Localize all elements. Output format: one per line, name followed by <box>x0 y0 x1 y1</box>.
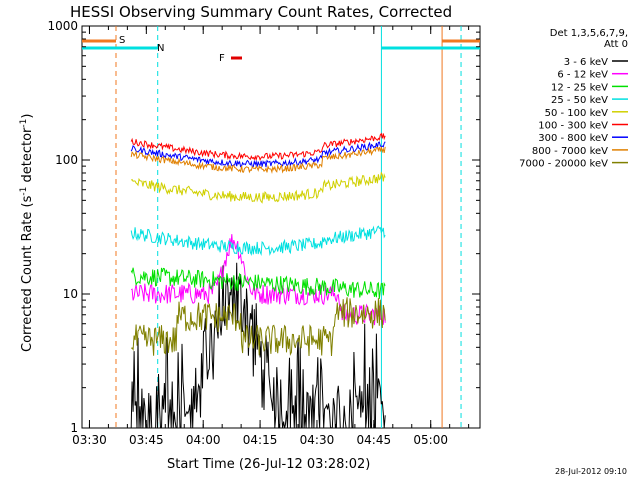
legend: Det 1,3,5,6,7,9,Att 0 3 - 6 keV 6 - 12 keV… <box>519 28 628 170</box>
x-axis: 03:30 03:45 04:00 04:15 04:30 04:45 05:00 <box>72 26 470 447</box>
marker-f-label: F <box>219 53 225 64</box>
legend-label: 100 - 300 keV <box>538 121 608 132</box>
top-bars <box>82 39 480 60</box>
series-line <box>130 225 386 257</box>
x-axis-label: Start Time (26-Jul-12 03:28:02) <box>167 457 370 472</box>
plot-frame <box>81 25 481 429</box>
series-line <box>130 297 386 357</box>
legend-label: 300 - 800 keV <box>538 133 608 144</box>
x-tick-label: 04:45 <box>357 433 392 447</box>
legend-header: Att 0 <box>604 39 628 50</box>
x-tick-label: 04:00 <box>186 433 221 447</box>
series-line <box>130 141 386 168</box>
marker-s-label: S <box>119 35 125 46</box>
timestamp: 28-Jul-2012 09:10 <box>555 467 627 476</box>
series-line <box>130 132 386 162</box>
series-group <box>130 132 386 429</box>
x-tick-label: 03:30 <box>72 433 107 447</box>
legend-label: 50 - 100 keV <box>545 108 609 119</box>
y-tick-label: 1 <box>70 421 78 435</box>
y-tick-label: 1000 <box>47 19 78 33</box>
y-tick-label: 10 <box>63 287 78 301</box>
series-line <box>130 146 386 174</box>
series-line <box>130 171 386 204</box>
y-tick-label: 100 <box>55 153 78 167</box>
chart-title: HESSI Observing Summary Count Rates, Cor… <box>70 3 452 21</box>
x-tick-label: 03:45 <box>129 433 164 447</box>
legend-label: 3 - 6 keV <box>564 57 608 68</box>
orbit-event-lines <box>115 26 462 428</box>
marker-n-label: N <box>157 43 164 54</box>
legend-label: 7000 - 20000 keV <box>519 159 608 170</box>
x-tick-label: 04:30 <box>300 433 335 447</box>
x-tick-label: 04:15 <box>243 433 278 447</box>
y-axis: 1 10 100 1000 <box>47 19 480 435</box>
legend-label: 12 - 25 keV <box>551 82 608 93</box>
series-line <box>130 234 386 326</box>
legend-label: 25 - 50 keV <box>551 95 608 106</box>
x-tick-label: 05:00 <box>413 433 448 447</box>
legend-header: Det 1,3,5,6,7,9, <box>550 28 628 39</box>
series-line <box>130 267 386 299</box>
legend-label: 800 - 7000 keV <box>532 146 608 157</box>
y-axis-label: Corrected Count Rate (s-1 detector-1) <box>19 114 35 352</box>
legend-label: 6 - 12 keV <box>557 70 608 81</box>
